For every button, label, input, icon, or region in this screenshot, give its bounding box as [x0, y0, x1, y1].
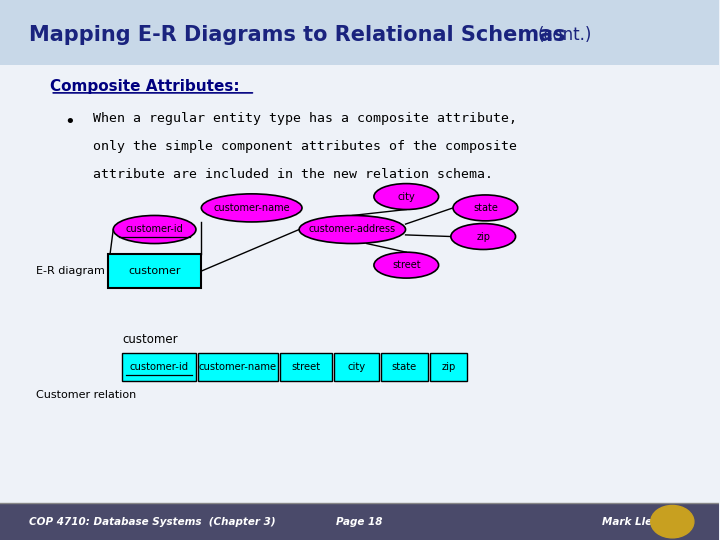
Text: street: street	[292, 362, 321, 372]
FancyBboxPatch shape	[198, 353, 278, 381]
Ellipse shape	[202, 194, 302, 222]
Text: Customer relation: Customer relation	[36, 390, 136, 401]
Text: customer-name: customer-name	[199, 362, 277, 372]
Ellipse shape	[451, 224, 516, 249]
Ellipse shape	[299, 215, 405, 244]
Text: city: city	[397, 192, 415, 201]
FancyBboxPatch shape	[0, 0, 719, 65]
Text: attribute are included in the new relation schema.: attribute are included in the new relati…	[94, 168, 493, 181]
FancyBboxPatch shape	[334, 353, 379, 381]
Text: customer: customer	[128, 266, 181, 276]
FancyBboxPatch shape	[430, 353, 467, 381]
Text: COP 4710: Database Systems  (Chapter 3): COP 4710: Database Systems (Chapter 3)	[29, 517, 275, 526]
Text: customer: customer	[122, 333, 178, 346]
Text: Composite Attributes:: Composite Attributes:	[50, 79, 240, 94]
FancyBboxPatch shape	[280, 353, 332, 381]
Ellipse shape	[113, 215, 196, 244]
Ellipse shape	[374, 252, 438, 278]
Circle shape	[651, 505, 694, 538]
FancyBboxPatch shape	[0, 503, 719, 540]
Text: Mark Llewellyn: Mark Llewellyn	[603, 517, 690, 526]
Text: customer-name: customer-name	[213, 203, 290, 213]
Ellipse shape	[453, 195, 518, 221]
Text: street: street	[392, 260, 420, 270]
FancyBboxPatch shape	[108, 254, 202, 288]
Text: •: •	[65, 113, 76, 131]
Text: zip: zip	[441, 362, 456, 372]
Text: (cont.): (cont.)	[538, 26, 593, 44]
Text: city: city	[348, 362, 366, 372]
Text: E-R diagram: E-R diagram	[36, 266, 105, 276]
Text: customer-id: customer-id	[126, 225, 184, 234]
FancyBboxPatch shape	[122, 353, 196, 381]
Text: customer-address: customer-address	[309, 225, 396, 234]
Text: When a regular entity type has a composite attribute,: When a regular entity type has a composi…	[94, 112, 518, 125]
Text: Page 18: Page 18	[336, 517, 383, 526]
Text: customer-id: customer-id	[130, 362, 189, 372]
Text: Mapping E-R Diagrams to Relational Schemas: Mapping E-R Diagrams to Relational Schem…	[29, 25, 565, 45]
FancyBboxPatch shape	[381, 353, 428, 381]
Ellipse shape	[374, 184, 438, 210]
Text: state: state	[392, 362, 417, 372]
Text: zip: zip	[476, 232, 490, 241]
Text: only the simple component attributes of the composite: only the simple component attributes of …	[94, 140, 518, 153]
Text: state: state	[473, 203, 498, 213]
